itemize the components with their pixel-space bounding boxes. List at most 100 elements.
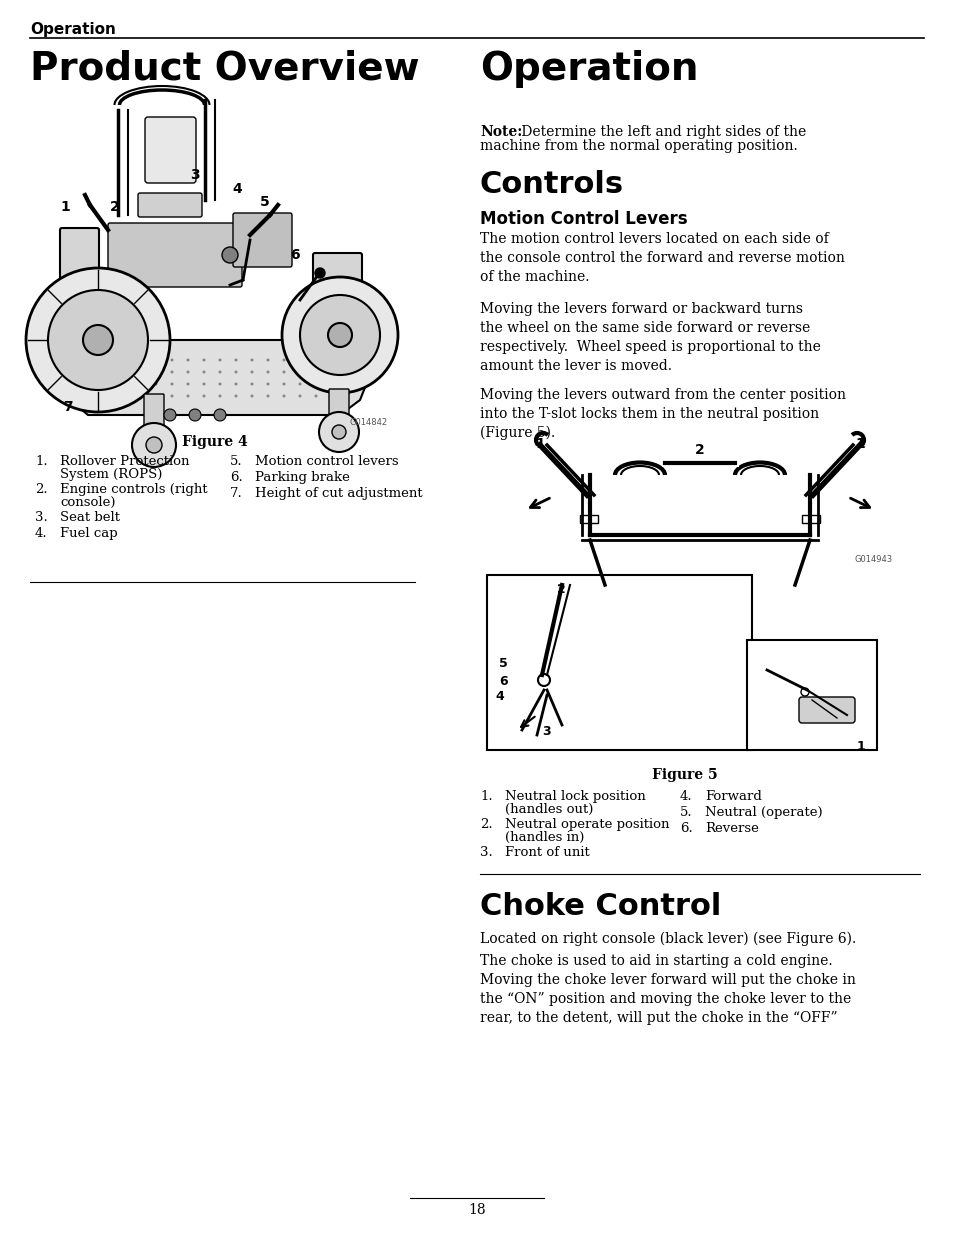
Circle shape	[314, 370, 317, 373]
Text: 1: 1	[535, 437, 544, 451]
Circle shape	[48, 290, 148, 390]
Text: 6.: 6.	[230, 471, 242, 484]
Text: 3.: 3.	[479, 846, 493, 860]
Text: 1: 1	[856, 740, 864, 753]
Circle shape	[138, 383, 141, 385]
Circle shape	[202, 370, 205, 373]
Circle shape	[332, 425, 346, 438]
Text: G014943: G014943	[854, 555, 892, 564]
FancyBboxPatch shape	[144, 394, 164, 426]
Text: 18: 18	[468, 1203, 485, 1216]
Circle shape	[537, 674, 550, 685]
Circle shape	[266, 383, 269, 385]
Circle shape	[218, 383, 221, 385]
Circle shape	[266, 394, 269, 398]
Circle shape	[298, 370, 301, 373]
Circle shape	[186, 394, 190, 398]
Text: 1: 1	[854, 437, 864, 451]
Circle shape	[266, 358, 269, 362]
Circle shape	[222, 247, 237, 263]
Text: Moving the levers outward from the center position
into the T-slot locks them in: Moving the levers outward from the cente…	[479, 388, 845, 441]
Circle shape	[251, 394, 253, 398]
Text: Neutral operate position: Neutral operate position	[504, 818, 669, 831]
Text: 2: 2	[695, 443, 704, 457]
Circle shape	[282, 394, 285, 398]
Circle shape	[234, 383, 237, 385]
Text: 4: 4	[495, 690, 503, 703]
Circle shape	[171, 370, 173, 373]
Text: 4.: 4.	[35, 527, 48, 540]
Circle shape	[282, 383, 285, 385]
Text: System (ROPS): System (ROPS)	[60, 468, 162, 480]
Text: 2: 2	[110, 200, 120, 214]
Circle shape	[234, 370, 237, 373]
Circle shape	[189, 409, 201, 421]
Text: Fuel cap: Fuel cap	[60, 527, 117, 540]
Circle shape	[202, 358, 205, 362]
Text: machine from the normal operating position.: machine from the normal operating positi…	[479, 140, 797, 153]
Text: Motion control levers: Motion control levers	[254, 454, 398, 468]
FancyBboxPatch shape	[329, 389, 349, 416]
Circle shape	[171, 358, 173, 362]
Circle shape	[154, 394, 157, 398]
Circle shape	[251, 383, 253, 385]
Text: 6: 6	[498, 676, 507, 688]
Text: (handles out): (handles out)	[504, 803, 593, 816]
Circle shape	[234, 394, 237, 398]
Text: 7: 7	[63, 400, 72, 414]
Text: 5: 5	[260, 195, 270, 209]
Circle shape	[164, 409, 175, 421]
FancyBboxPatch shape	[60, 228, 99, 342]
Circle shape	[146, 437, 162, 453]
Text: Engine controls (right: Engine controls (right	[60, 483, 208, 496]
Circle shape	[171, 383, 173, 385]
Text: Moving the levers forward or backward turns
the wheel on the same side forward o: Moving the levers forward or backward tu…	[479, 303, 820, 373]
Circle shape	[154, 370, 157, 373]
Text: Figure 5: Figure 5	[651, 768, 717, 782]
FancyBboxPatch shape	[145, 117, 195, 183]
Text: The choke is used to aid in starting a cold engine.
Moving the choke lever forwa: The choke is used to aid in starting a c…	[479, 953, 855, 1025]
Bar	[746, 640, 876, 750]
Circle shape	[213, 409, 226, 421]
Text: Neutral (operate): Neutral (operate)	[704, 806, 821, 819]
Circle shape	[298, 358, 301, 362]
Circle shape	[186, 370, 190, 373]
Text: 5.: 5.	[230, 454, 242, 468]
Circle shape	[298, 383, 301, 385]
Text: 4: 4	[232, 182, 242, 196]
Text: 3: 3	[190, 168, 199, 182]
Text: Height of cut adjustment: Height of cut adjustment	[254, 487, 422, 500]
Text: The motion control levers located on each side of
the console control the forwar: The motion control levers located on eac…	[479, 232, 844, 284]
Text: Forward: Forward	[704, 790, 761, 803]
Circle shape	[186, 358, 190, 362]
Text: 1: 1	[60, 200, 70, 214]
Circle shape	[801, 688, 808, 697]
Text: 6.: 6.	[679, 823, 692, 835]
Circle shape	[202, 383, 205, 385]
FancyBboxPatch shape	[233, 212, 292, 267]
Circle shape	[26, 268, 170, 412]
Text: Front of unit: Front of unit	[504, 846, 589, 860]
Text: Neutral lock position: Neutral lock position	[504, 790, 645, 803]
Text: 2.: 2.	[479, 818, 492, 831]
Circle shape	[298, 394, 301, 398]
Text: Seat belt: Seat belt	[60, 511, 120, 524]
Bar	[801, 515, 820, 522]
Circle shape	[132, 424, 175, 467]
Text: 3: 3	[541, 725, 550, 739]
Circle shape	[251, 370, 253, 373]
Text: 2: 2	[557, 583, 565, 597]
Text: Motion Control Levers: Motion Control Levers	[479, 210, 687, 228]
Circle shape	[314, 383, 317, 385]
Text: Rollover Protection: Rollover Protection	[60, 454, 190, 468]
Circle shape	[299, 295, 379, 375]
Text: Note:: Note:	[479, 125, 522, 140]
Circle shape	[328, 324, 352, 347]
Text: 3.: 3.	[35, 511, 48, 524]
FancyBboxPatch shape	[108, 224, 242, 287]
Text: Operation: Operation	[30, 22, 115, 37]
Circle shape	[218, 370, 221, 373]
Text: Product Overview: Product Overview	[30, 49, 419, 88]
Text: 1.: 1.	[35, 454, 48, 468]
Text: 1.: 1.	[479, 790, 492, 803]
